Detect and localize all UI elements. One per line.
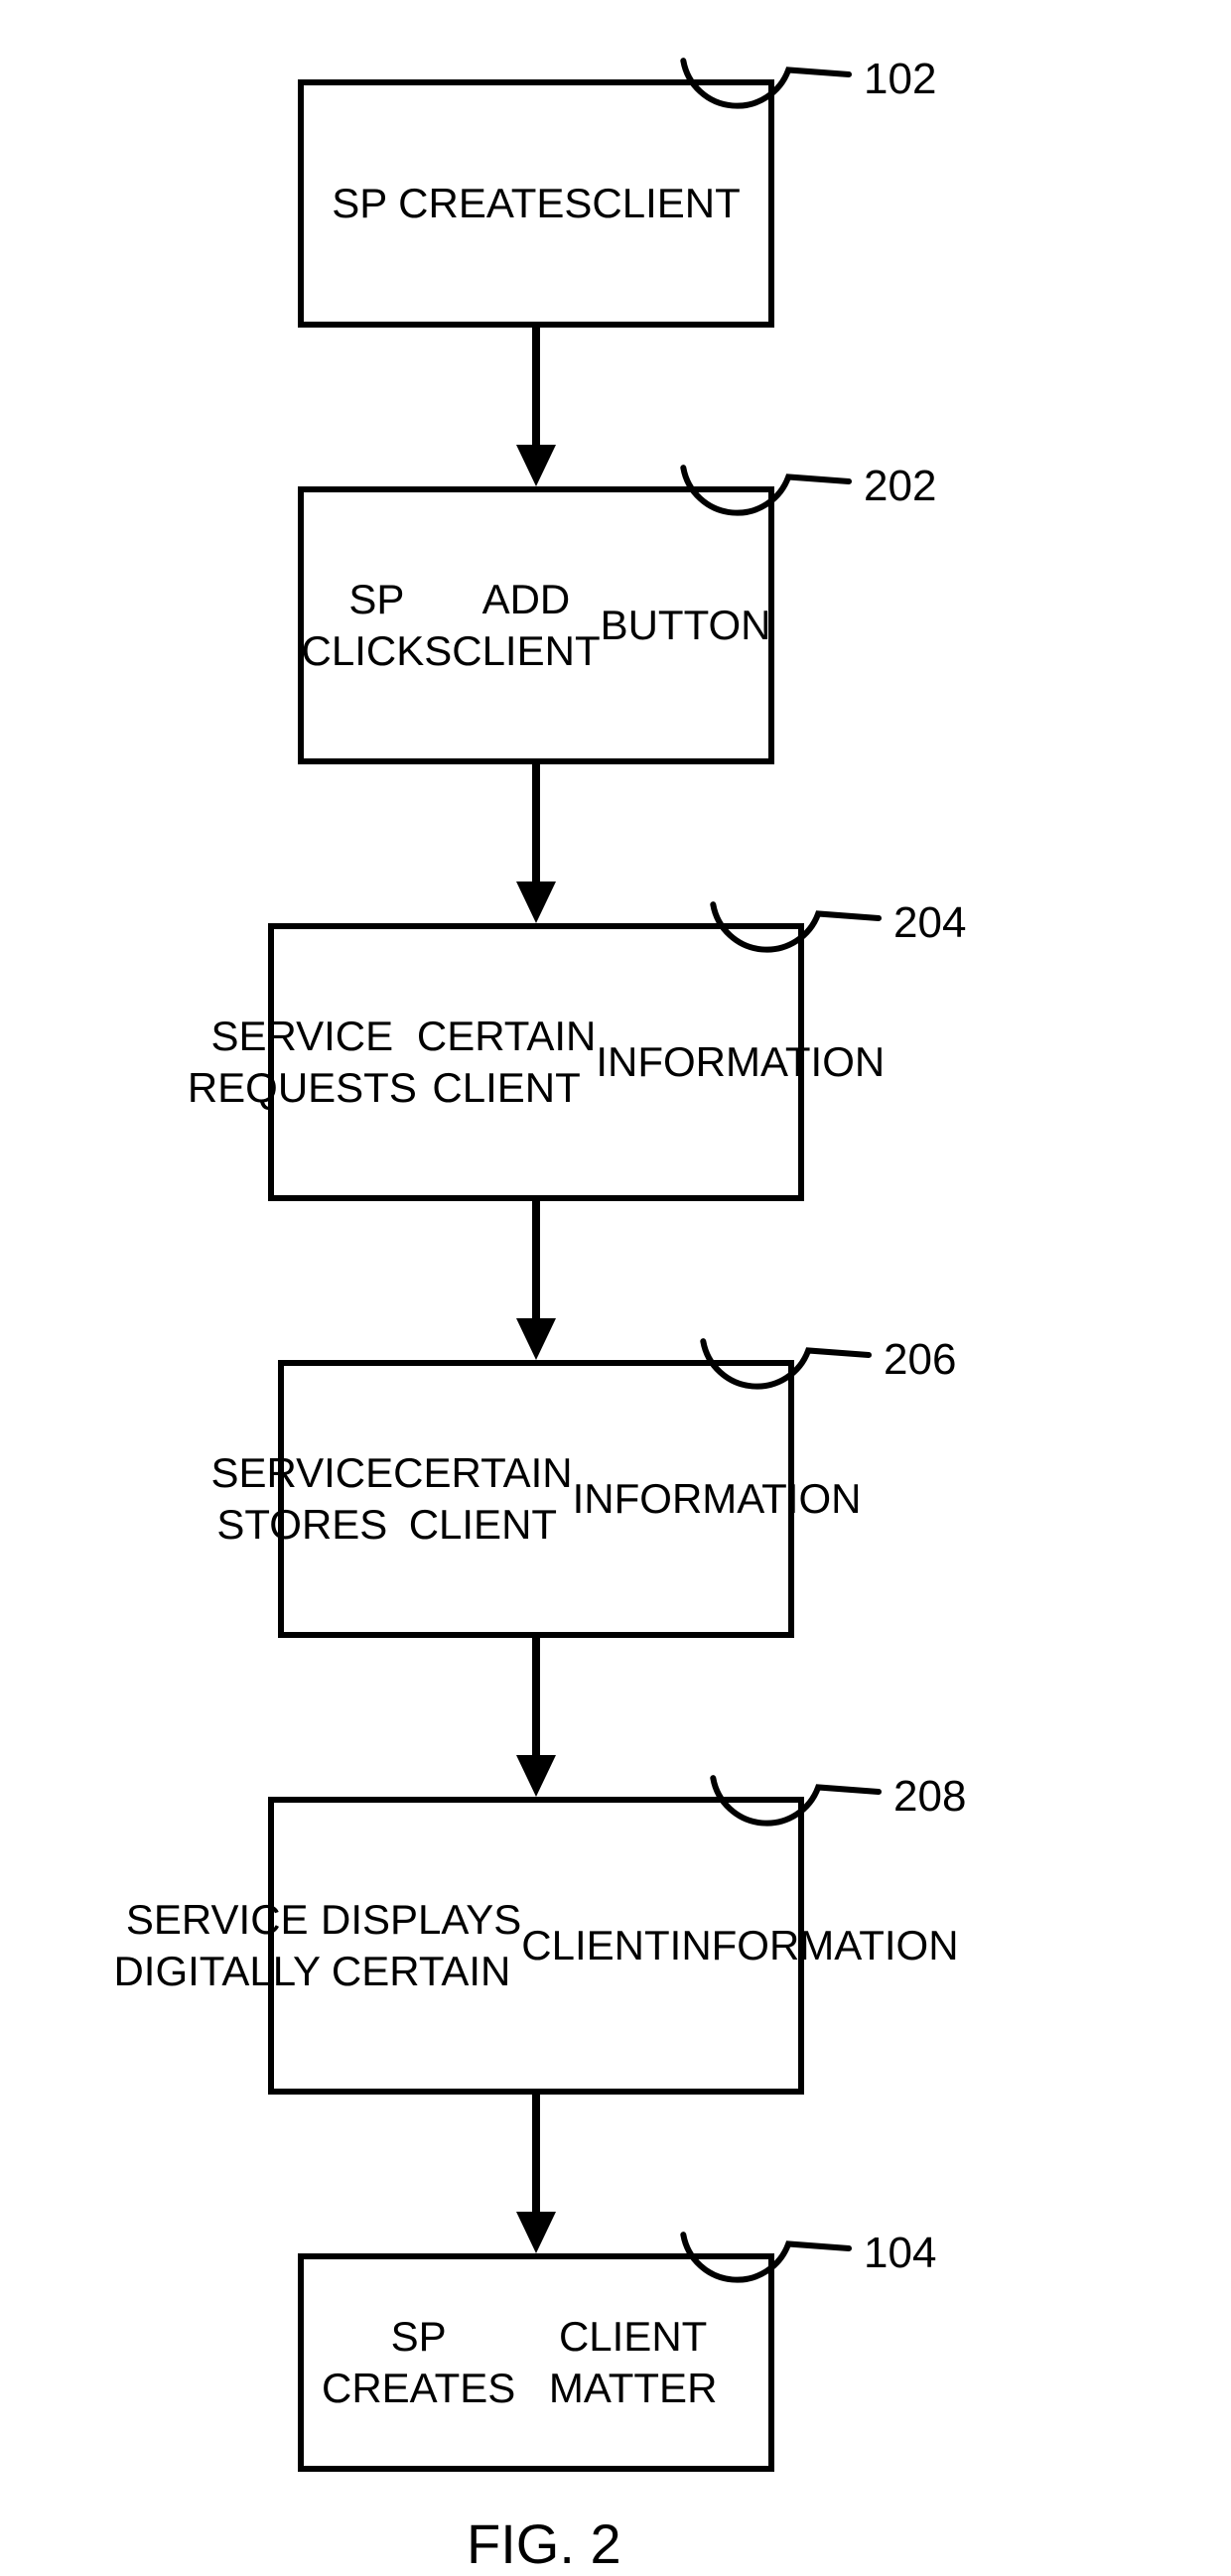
flow-node-104: SP CREATESCLIENT MATTER bbox=[298, 2253, 774, 2472]
flow-node-102: SP CREATESCLIENT bbox=[298, 79, 774, 328]
flow-node-202: SP CLICKSADD CLIENTBUTTON bbox=[298, 486, 774, 764]
ref-label-204: 204 bbox=[893, 898, 966, 948]
ref-label-102: 102 bbox=[864, 55, 936, 104]
flow-node-206: SERVICE STORESCERTAIN CLIENTINFORMATION bbox=[278, 1360, 794, 1638]
ref-label-206: 206 bbox=[884, 1335, 956, 1385]
ref-label-104: 104 bbox=[864, 2229, 936, 2278]
flow-node-208: SERVICE DIGITALLYDISPLAYS CERTAINCLIENTI… bbox=[268, 1797, 804, 2095]
figure-caption: FIG. 2 bbox=[467, 2511, 621, 2576]
connector-layer bbox=[0, 0, 1231, 2564]
flow-node-204: SERVICE REQUESTSCERTAIN CLIENTINFORMATIO… bbox=[268, 923, 804, 1201]
ref-label-202: 202 bbox=[864, 462, 936, 511]
ref-label-208: 208 bbox=[893, 1772, 966, 1822]
